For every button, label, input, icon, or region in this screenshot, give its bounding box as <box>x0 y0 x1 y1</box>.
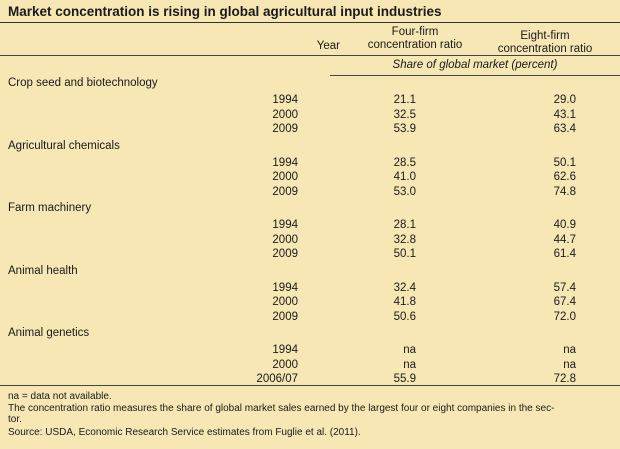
cell-four-firm: 32.8 <box>393 233 416 246</box>
header-eight-firm-line2: concentration ratio <box>497 43 593 55</box>
cell-year: 2000 <box>272 358 298 371</box>
cell-year: 1994 <box>272 94 298 106</box>
cell-year: 1994 <box>272 281 298 294</box>
cell-year: 2006/07 <box>256 373 298 385</box>
cell-year: 2000 <box>272 296 298 308</box>
header-four-firm-line1: Four-firm <box>391 26 439 38</box>
cell-eight-firm: 29.0 <box>553 94 576 106</box>
header-four-firm-line2: concentration ratio <box>367 39 463 51</box>
cell-four-firm: 28.5 <box>393 156 416 169</box>
section-label: Agricultural chemicals <box>8 139 120 152</box>
header-four-firm: Four-firm concentration ratio <box>330 26 500 52</box>
cell-four-firm: 32.4 <box>393 281 416 294</box>
header-eight-firm: Eight-firm concentration ratio <box>470 30 620 56</box>
cell-four-firm: na <box>403 358 416 371</box>
cell-year: 2009 <box>272 185 298 198</box>
cell-four-firm: 50.6 <box>393 310 416 323</box>
cell-eight-firm: 57.4 <box>553 281 576 294</box>
cell-year: 2000 <box>272 233 298 246</box>
cell-eight-firm: 67.4 <box>553 296 576 308</box>
cell-eight-firm: na <box>563 344 576 356</box>
cell-four-firm: 41.8 <box>393 296 416 308</box>
cell-eight-firm: 40.9 <box>553 219 576 231</box>
note-ratio-cont: tor. <box>8 414 22 425</box>
section-label: Farm machinery <box>8 202 92 214</box>
unit-divider <box>330 75 620 76</box>
cell-eight-firm: 50.1 <box>553 156 576 169</box>
cell-four-firm: 21.1 <box>393 94 416 106</box>
cell-eight-firm: na <box>563 358 576 371</box>
title-divider <box>0 22 620 23</box>
cell-year: 1994 <box>272 219 298 231</box>
note-ratio: The concentration ratio measures the sha… <box>8 403 555 414</box>
cell-eight-firm: 72.0 <box>553 310 576 323</box>
cell-year: 1994 <box>272 344 298 356</box>
section-label: Animal genetics <box>8 327 90 339</box>
cell-year: 2000 <box>272 171 298 183</box>
footer-divider <box>0 385 620 386</box>
cell-eight-firm: 43.1 <box>553 108 576 121</box>
cell-eight-firm: 61.4 <box>553 248 576 260</box>
cell-eight-firm: 62.6 <box>553 171 576 183</box>
cell-eight-firm: 44.7 <box>553 233 576 246</box>
cell-four-firm: 53.9 <box>393 123 416 135</box>
cell-four-firm: na <box>403 344 416 356</box>
cell-four-firm: 41.0 <box>393 171 416 183</box>
cell-eight-firm: 74.8 <box>553 185 576 198</box>
cell-year: 2009 <box>272 248 298 260</box>
cell-year: 2009 <box>272 123 298 135</box>
cell-four-firm: 32.5 <box>393 108 416 121</box>
cell-four-firm: 50.1 <box>393 248 416 260</box>
note-source: Source: USDA, Economic Research Service … <box>8 427 361 438</box>
cell-four-firm: 53.0 <box>393 185 416 198</box>
cell-year: 2000 <box>272 108 298 121</box>
section-label: Crop seed and biotechnology <box>8 77 158 89</box>
header-year: Year <box>316 40 340 52</box>
table-title: Market concentration is rising in global… <box>8 4 442 19</box>
cell-eight-firm: 72.8 <box>553 373 576 385</box>
section-label: Animal health <box>8 264 78 277</box>
unit-subheader: Share of global market (percent) <box>392 59 558 71</box>
cell-year: 2009 <box>272 310 298 323</box>
header-divider <box>0 55 620 56</box>
cell-four-firm: 55.9 <box>393 373 416 385</box>
cell-four-firm: 28.1 <box>393 219 416 231</box>
note-na: na = data not available. <box>8 391 112 402</box>
cell-year: 1994 <box>272 156 298 169</box>
cell-eight-firm: 63.4 <box>553 123 576 135</box>
header-eight-firm-line1: Eight-firm <box>520 30 570 42</box>
